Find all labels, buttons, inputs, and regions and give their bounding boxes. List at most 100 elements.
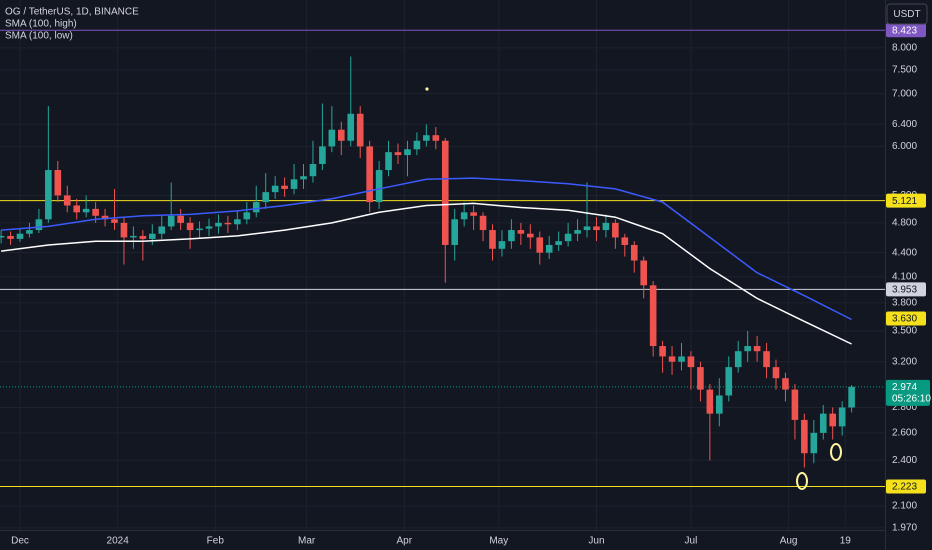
candle-body [35,219,43,231]
x-tick-label: 19 [840,536,852,547]
countdown-label: 05:26:10 [892,393,931,404]
candle-body [716,395,723,414]
x-tick-label: Dec [11,536,29,547]
x-tick-label: Apr [397,536,413,547]
candle-body [526,233,534,238]
candle-body [101,215,109,220]
y-tick-label: 6.000 [892,141,917,152]
candle-body [508,230,515,242]
candle-body [801,419,808,454]
candle-body [404,149,411,156]
annotation-circle [830,443,842,461]
y-tick-label: 2.100 [892,501,917,512]
y-tick-label: 3.200 [892,356,917,367]
candle-body [819,413,827,433]
candle-body [186,222,194,231]
candle-body [829,413,837,427]
candle-body [347,113,355,141]
candle-body [0,235,5,238]
candle-body [602,222,610,231]
candle-body [309,163,317,177]
x-tick-label: 2024 [107,536,130,547]
y-tick-label: 8.000 [892,43,917,54]
candle-body [167,215,175,227]
last-price-bg [886,379,930,406]
candle-body [706,389,714,414]
candle-body [328,129,336,147]
annotation-dot [425,87,429,91]
x-tick-label: Aug [780,536,798,547]
candle-body [555,241,562,245]
y-tick-label: 4.800 [892,217,917,228]
sma-line [1,177,852,321]
candle-body [583,226,591,231]
candle-body [300,176,307,180]
annotation-circle [796,472,808,490]
candle-body [394,152,402,156]
candle-body [612,222,619,238]
last-price-label: 2.974 [892,382,917,393]
candle-body [687,356,695,368]
currency-label[interactable]: USDT [893,9,920,20]
candle-body [177,215,184,223]
candle-body [26,230,33,234]
y-tick-label: 2.800 [892,402,917,413]
candle-body [678,356,685,362]
x-tick-label: Jun [588,536,604,547]
candle-body [697,367,704,390]
candle-body [130,235,137,238]
plot [0,29,885,488]
price-label: 3.630 [892,314,917,325]
candle-body [498,241,506,249]
candle-body [385,152,392,171]
price-label: 8.423 [892,25,917,36]
candle-body [271,185,279,193]
price-label: 5.121 [892,196,917,207]
candle-body [16,233,24,239]
candle-body [7,235,14,239]
candle-body [838,407,846,427]
y-tick-label: 1.970 [892,523,917,534]
candle-body [489,230,496,249]
chart-title: OG / TetherUS, 1D, BINANCE [5,7,139,18]
candle-body [753,346,761,352]
candle-body [423,135,430,141]
candle-body [234,219,241,225]
candle-body [649,285,657,347]
candle-body [621,237,629,245]
x-tick-label: May [489,536,508,547]
candle-body [668,356,676,362]
x-tick-label: Mar [298,536,316,547]
sma-line [1,202,852,345]
candle-body [782,378,789,390]
indicator-legend: SMA (100, high) [5,19,77,30]
candle-body [517,230,525,234]
candle-body [45,170,52,220]
candle-body [763,351,770,368]
candle-body [82,208,90,213]
candle-body [479,215,487,231]
price-label-bg [886,479,926,494]
y-tick-label: 2.600 [892,428,917,439]
currency-button[interactable] [886,3,928,25]
candle-body [366,146,373,203]
candle-body [593,226,600,231]
price-label: 3.953 [892,284,917,295]
candle-body [262,192,270,203]
x-tick-label: Jul [685,536,698,547]
y-tick-label: 7.500 [892,65,917,76]
candle-body [73,205,81,213]
candle-body [375,170,383,203]
y-tick-label: 4.100 [892,271,917,282]
x-tick-label: Feb [207,536,225,547]
candle-body [791,389,799,420]
price-label-bg [886,193,926,208]
candle-body [148,233,156,239]
candle-body [772,367,780,379]
candle-body [470,212,477,216]
candle-body [574,230,581,234]
candle-body [290,179,298,189]
